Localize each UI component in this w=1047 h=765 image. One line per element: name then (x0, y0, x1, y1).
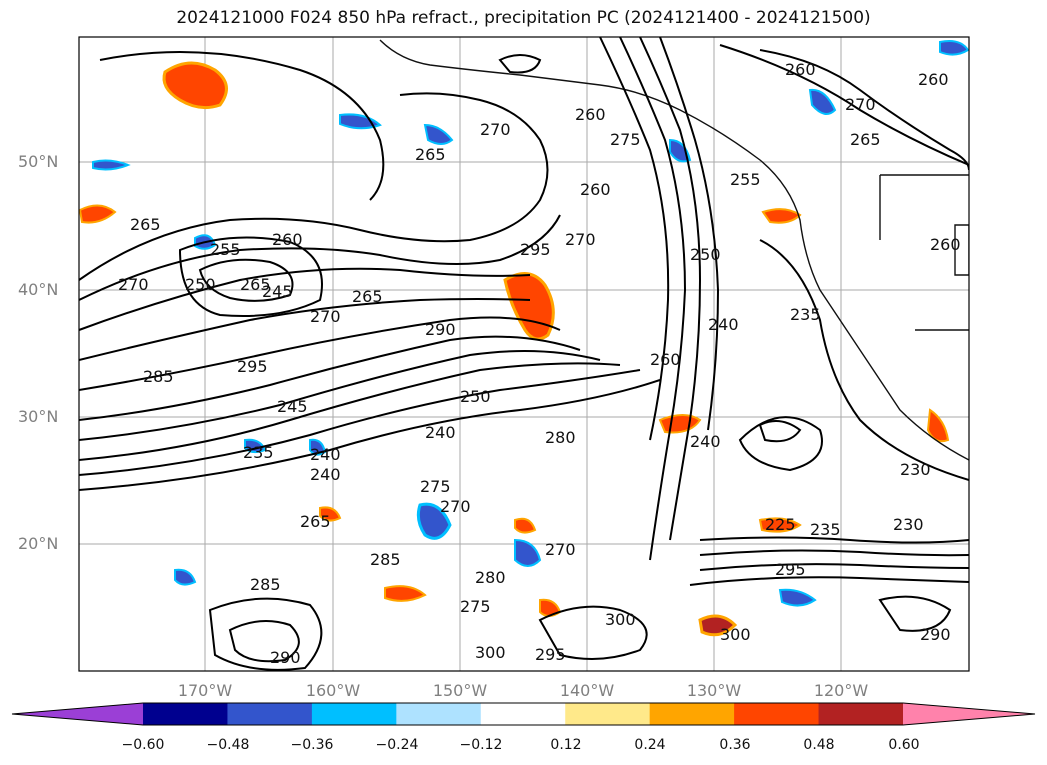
contour-label: 230 (893, 515, 924, 534)
contour-label: 280 (475, 568, 506, 587)
lon-label: 140°W (559, 681, 615, 700)
lat-label: 20°N (18, 534, 59, 553)
contour-label: 230 (900, 460, 931, 479)
lat-label: 50°N (18, 152, 59, 171)
colorbar-extend-low (12, 703, 143, 725)
contour-label: 250 (690, 245, 721, 264)
contour-label: 265 (415, 145, 446, 164)
lon-label: 150°W (432, 681, 488, 700)
contour-label: 290 (920, 625, 951, 644)
contour-label: 295 (520, 240, 551, 259)
graticule (79, 37, 969, 671)
contour-label: 245 (262, 282, 293, 301)
colorbar-tick: −0.12 (459, 737, 503, 753)
contour-label: 260 (650, 350, 681, 369)
contour-label: 260 (918, 70, 949, 89)
colorbar-tick: 0.12 (550, 737, 582, 753)
map-title: 2024121000 F024 850 hPa refract., precip… (176, 8, 871, 28)
contour-label: 260 (785, 60, 816, 79)
colorbar-extend-high (903, 703, 1035, 725)
colorbar-tick: −0.24 (375, 737, 419, 753)
contour-label: 270 (440, 497, 471, 516)
contour-label: 280 (545, 428, 576, 447)
contour-label: 240 (310, 445, 341, 464)
contour-label: 285 (143, 367, 174, 386)
contour-label: 260 (575, 105, 606, 124)
contour-label: 295 (237, 357, 268, 376)
colorbar-tick: −0.36 (290, 737, 334, 753)
contour-label: 250 (460, 387, 491, 406)
lat-label: 40°N (18, 280, 59, 299)
contour-label: 270 (118, 275, 149, 294)
colorbar-tick: 0.60 (888, 737, 920, 753)
colorbar-cell (143, 703, 228, 725)
colorbar-tick: 0.48 (803, 737, 835, 753)
contour-label: 270 (845, 95, 876, 114)
map-frame (78, 36, 970, 672)
contour-label: 265 (352, 287, 383, 306)
contour-label: 270 (545, 540, 576, 559)
colorbar-cell (734, 703, 820, 725)
colorbar-tick: −0.60 (121, 737, 165, 753)
contour-label: 240 (425, 423, 456, 442)
contour-label: 270 (310, 307, 341, 326)
colorbar-tick: 0.36 (719, 737, 751, 753)
contour-label: 240 (708, 315, 739, 334)
contour-label: 295 (535, 645, 566, 664)
colorbar-cell (227, 703, 313, 725)
contour-label: 255 (210, 240, 241, 259)
contour-label: 265 (850, 130, 881, 149)
lon-label: 130°W (686, 681, 742, 700)
contour-label: 275 (460, 597, 491, 616)
colorbar-cell (649, 703, 735, 725)
contour-label: 285 (370, 550, 401, 569)
contour-label: 260 (930, 235, 961, 254)
contour-label: 290 (270, 648, 301, 667)
contour-label: 275 (610, 130, 641, 149)
contour-label: 245 (277, 397, 308, 416)
refractivity-contours (79, 37, 969, 671)
contour-label: 235 (243, 443, 274, 462)
contour-label: 240 (310, 465, 341, 484)
contour-label: 260 (272, 230, 303, 249)
contour-label: 290 (425, 320, 456, 339)
contour-label: 235 (790, 305, 821, 324)
colorbar-cell (311, 703, 397, 725)
contour-label: 265 (300, 512, 331, 531)
map-area: 260 260 265 270 260 270 275 265 265 260 … (79, 37, 969, 671)
contour-label: 275 (420, 477, 451, 496)
contour-label: 300 (720, 625, 751, 644)
coastlines (379, 39, 969, 461)
contour-label: 225 (765, 515, 796, 534)
contour-labels: 260 260 265 270 260 270 275 265 265 260 … (118, 60, 961, 667)
lat-label: 30°N (18, 407, 59, 426)
colorbar-tick: −0.48 (206, 737, 250, 753)
contour-label: 255 (730, 170, 761, 189)
colorbar-cell (565, 703, 651, 725)
colorbar-cell (818, 703, 904, 725)
lon-label: 120°W (813, 681, 869, 700)
colorbar-cell (480, 703, 566, 725)
contour-label: 270 (480, 120, 511, 139)
colorbar (11, 702, 1036, 726)
colorbar-tick: 0.24 (634, 737, 666, 753)
lon-label: 170°W (177, 681, 233, 700)
contour-label: 235 (810, 520, 841, 539)
colorbar-cells (143, 703, 904, 725)
lon-label: 160°W (305, 681, 361, 700)
contour-label: 265 (240, 275, 271, 294)
contour-label: 240 (690, 432, 721, 451)
contour-label: 260 (580, 180, 611, 199)
contour-label: 250 (185, 275, 216, 294)
colorbar-cell (396, 703, 482, 725)
contour-label: 300 (605, 610, 636, 629)
contour-label: 285 (250, 575, 281, 594)
contour-label: 295 (775, 560, 806, 579)
contour-label: 300 (475, 643, 506, 662)
contour-label: 270 (565, 230, 596, 249)
contour-label: 265 (130, 215, 161, 234)
